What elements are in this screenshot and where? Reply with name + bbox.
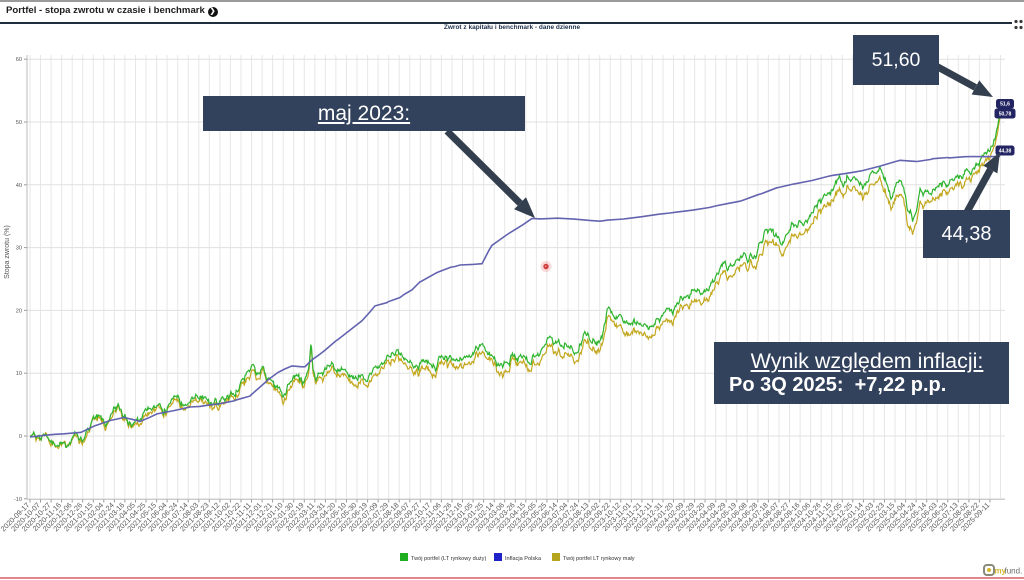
svg-text:Twój portfel LT rynkowy mały: Twój portfel LT rynkowy mały [563, 556, 635, 562]
svg-text:40: 40 [16, 183, 22, 189]
svg-text:-10: -10 [14, 497, 22, 503]
svg-text:60: 60 [16, 57, 22, 63]
svg-text:30: 30 [16, 246, 22, 252]
svg-text:Stopa zwrotu (%): Stopa zwrotu (%) [4, 225, 11, 279]
svg-text:fund.: fund. [1005, 567, 1023, 576]
svg-text:51,6: 51,6 [1000, 102, 1010, 108]
svg-text:44,38: 44,38 [999, 148, 1012, 154]
svg-text:10: 10 [16, 371, 22, 377]
svg-text:my: my [995, 567, 1007, 576]
svg-text:0: 0 [19, 434, 22, 440]
svg-text:Inflacja Polska: Inflacja Polska [505, 556, 542, 562]
svg-text:50: 50 [16, 120, 22, 126]
svg-text:20: 20 [16, 308, 22, 314]
svg-text:Twój portfel (LT rynkowy duży): Twój portfel (LT rynkowy duży) [411, 556, 486, 562]
svg-text:50,78: 50,78 [999, 111, 1012, 117]
